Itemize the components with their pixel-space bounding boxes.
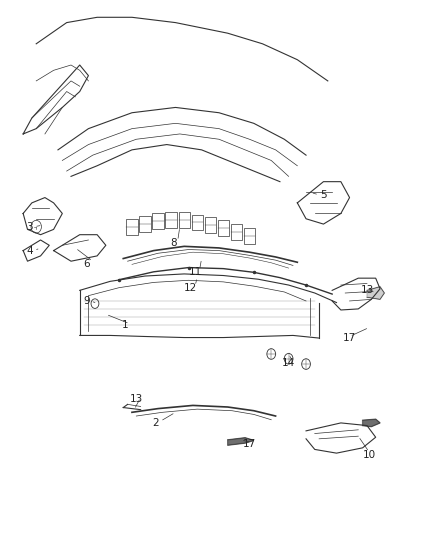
Text: 5: 5 — [320, 190, 327, 200]
Text: 13: 13 — [360, 285, 374, 295]
Text: 4: 4 — [26, 246, 33, 256]
Text: 9: 9 — [83, 296, 89, 306]
Polygon shape — [367, 287, 385, 300]
Text: 11: 11 — [188, 267, 201, 277]
Text: 12: 12 — [184, 282, 198, 293]
Text: 17: 17 — [243, 439, 256, 449]
Text: 13: 13 — [130, 394, 143, 404]
Text: 3: 3 — [26, 222, 33, 232]
Text: 14: 14 — [282, 358, 295, 368]
Text: 17: 17 — [343, 333, 356, 343]
Polygon shape — [228, 438, 254, 445]
Text: 10: 10 — [363, 450, 376, 460]
Text: 1: 1 — [122, 320, 129, 330]
Text: 6: 6 — [83, 259, 89, 269]
Text: 8: 8 — [170, 238, 177, 248]
Polygon shape — [363, 419, 380, 426]
Text: 2: 2 — [152, 418, 159, 428]
